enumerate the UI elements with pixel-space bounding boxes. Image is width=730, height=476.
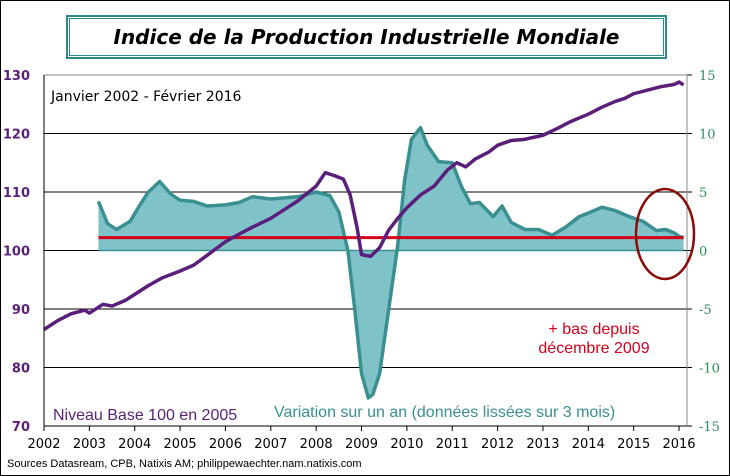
- x-tick-label: 2008: [300, 437, 333, 452]
- y-left-tick-label: 110: [3, 186, 30, 201]
- y-right-tick-label: -10: [699, 362, 720, 377]
- x-tick-label: 2005: [164, 437, 197, 452]
- y-left-tick-label: 100: [3, 245, 30, 260]
- y-left-tick-label: 70: [12, 420, 30, 435]
- highlight-circle: [634, 187, 696, 281]
- x-tick-label: 2002: [27, 437, 60, 452]
- y-left-tick-label: 130: [3, 69, 30, 84]
- x-tick-label: 2004: [118, 437, 151, 452]
- y-right-tick-label: 15: [699, 69, 716, 84]
- y-right-tick-label: 10: [699, 128, 716, 143]
- level-line: [43, 80, 685, 331]
- x-tick-label: 2003: [73, 437, 106, 452]
- x-tick-label: 2006: [209, 437, 242, 452]
- x-tick-label: 2007: [254, 437, 287, 452]
- variation-label: Variation sur un an (données lissées sur…: [274, 404, 615, 421]
- y-right-tick-label: 0: [699, 245, 707, 260]
- chart-title: Indice de la Production Industrielle Mon…: [66, 15, 667, 59]
- x-tick-label: 2009: [345, 437, 378, 452]
- y-left-tick-label: 120: [3, 128, 30, 143]
- source-note: Sources Datasream, CPB, Natixis AM; phil…: [7, 458, 362, 470]
- chart-subtitle: Janvier 2002 - Février 2016: [50, 89, 242, 105]
- variation-area: [98, 127, 684, 398]
- y-left-tick-label: 80: [12, 362, 30, 377]
- y-left-tick-label: 90: [12, 303, 30, 318]
- low-note-line2: décembre 2009: [538, 340, 649, 357]
- x-tick-label: 2016: [662, 437, 695, 452]
- x-tick-label: 2011: [436, 437, 469, 452]
- y-right-tick-label: 5: [699, 186, 707, 201]
- level-label: Niveau Base 100 en 2005: [53, 407, 237, 424]
- low-note-line1: + bas depuis: [548, 321, 639, 338]
- x-tick-label: 2014: [572, 437, 605, 452]
- x-tick-label: 2010: [390, 437, 423, 452]
- y-right-tick-label: -5: [699, 303, 712, 318]
- x-tick-label: 2013: [526, 437, 559, 452]
- y-right-tick-label: -15: [699, 420, 720, 435]
- x-tick-label: 2015: [617, 437, 650, 452]
- x-tick-label: 2012: [481, 437, 514, 452]
- variation-line: [96, 125, 685, 400]
